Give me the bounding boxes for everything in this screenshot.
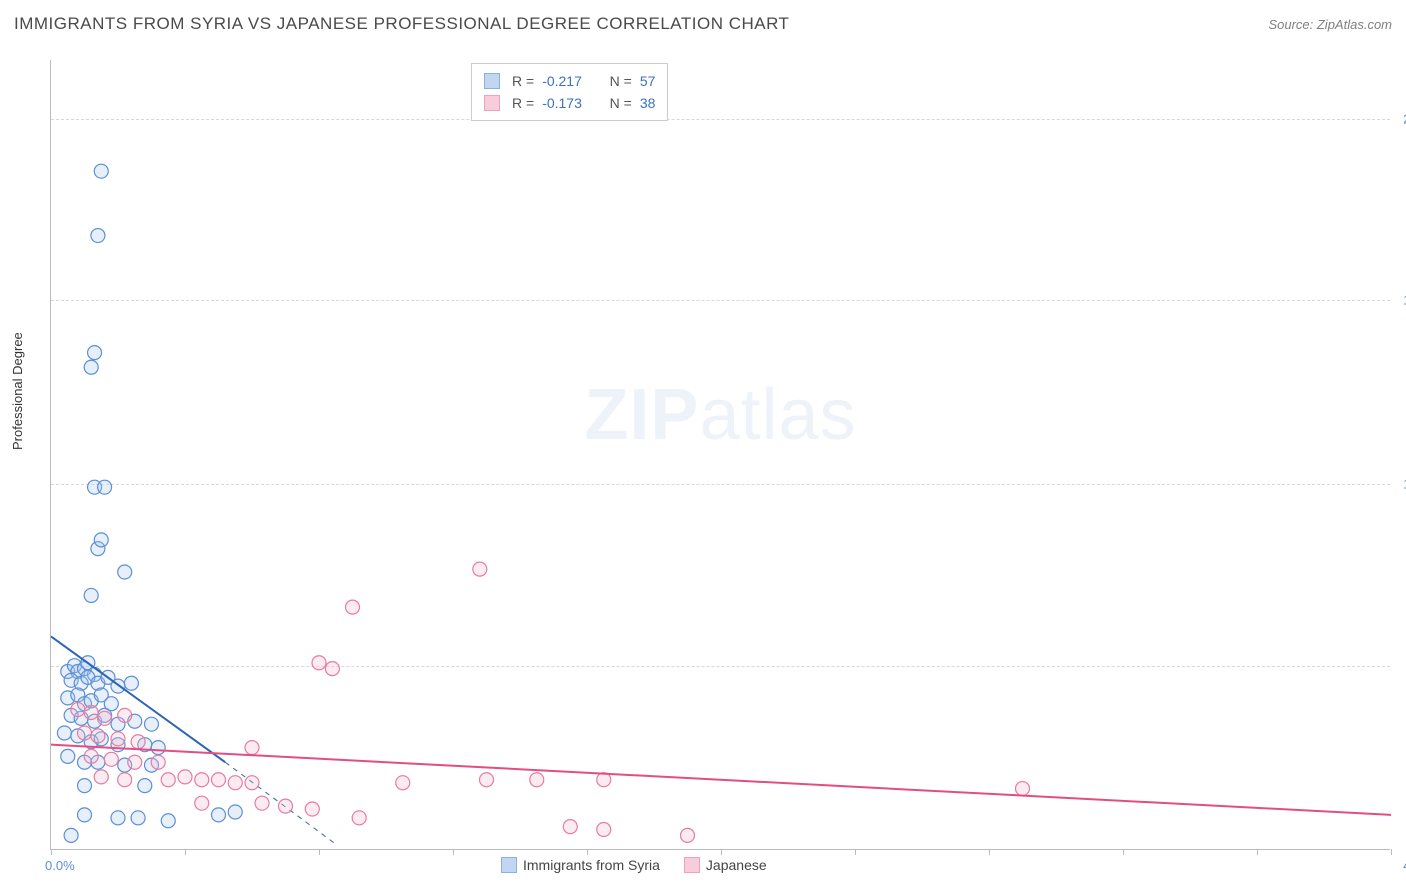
data-point <box>145 717 159 731</box>
data-point <box>530 773 544 787</box>
x-tick <box>587 849 588 855</box>
data-point <box>1016 782 1030 796</box>
data-point <box>212 773 226 787</box>
x-tick <box>1123 849 1124 855</box>
correlation-legend: R = -0.217 N = 57R = -0.173 N = 38 <box>471 63 668 121</box>
data-point <box>161 773 175 787</box>
data-point <box>64 828 78 842</box>
y-tick-label: 6.3% <box>1395 658 1406 673</box>
legend-row: R = -0.173 N = 38 <box>484 92 655 114</box>
legend-swatch <box>484 73 500 89</box>
data-point <box>195 773 209 787</box>
data-point <box>597 823 611 837</box>
data-point <box>118 773 132 787</box>
x-axis-min-label: 0.0% <box>45 858 75 873</box>
data-point <box>78 779 92 793</box>
data-point <box>195 796 209 810</box>
data-point <box>84 588 98 602</box>
data-point <box>124 676 138 690</box>
chart-title: IMMIGRANTS FROM SYRIA VS JAPANESE PROFES… <box>14 14 789 34</box>
data-point <box>138 779 152 793</box>
data-point <box>681 828 695 842</box>
data-point <box>151 741 165 755</box>
data-point <box>118 708 132 722</box>
x-tick <box>1257 849 1258 855</box>
data-point <box>228 776 242 790</box>
data-point <box>98 711 112 725</box>
data-point <box>245 776 259 790</box>
data-point <box>98 480 112 494</box>
scatter-chart: ZIPatlas 6.3%12.5%18.8%25.0% 0.0% 40.0% … <box>50 60 1390 850</box>
source-attribution: Source: ZipAtlas.com <box>1268 17 1392 32</box>
y-tick-label: 12.5% <box>1395 477 1406 492</box>
data-point <box>111 811 125 825</box>
data-point <box>480 773 494 787</box>
data-point <box>71 703 85 717</box>
x-tick <box>989 849 990 855</box>
data-point <box>279 799 293 813</box>
series-legend: Immigrants from Syria Japanese <box>501 857 767 873</box>
y-axis-label: Professional Degree <box>10 332 25 450</box>
data-point <box>94 533 108 547</box>
legend-swatch <box>484 95 500 111</box>
data-point <box>563 820 577 834</box>
data-point <box>88 346 102 360</box>
data-point <box>473 562 487 576</box>
legend-row: R = -0.217 N = 57 <box>484 70 655 92</box>
legend-swatch <box>684 857 700 873</box>
data-point <box>212 808 226 822</box>
data-point <box>78 726 92 740</box>
data-point <box>61 749 75 763</box>
legend-swatch <box>501 857 517 873</box>
data-point <box>396 776 410 790</box>
x-tick <box>1391 849 1392 855</box>
data-point <box>352 811 366 825</box>
data-point <box>161 814 175 828</box>
data-point <box>84 705 98 719</box>
data-point <box>111 732 125 746</box>
data-point <box>78 808 92 822</box>
data-point <box>305 802 319 816</box>
data-point <box>312 656 326 670</box>
data-point <box>178 770 192 784</box>
data-point <box>118 565 132 579</box>
data-point <box>128 755 142 769</box>
x-tick <box>185 849 186 855</box>
legend-item: Japanese <box>684 857 767 873</box>
x-tick <box>855 849 856 855</box>
data-point <box>255 796 269 810</box>
data-point <box>91 229 105 243</box>
x-tick <box>51 849 52 855</box>
data-point <box>94 164 108 178</box>
data-point <box>325 662 339 676</box>
data-point <box>245 741 259 755</box>
legend-item: Immigrants from Syria <box>501 857 660 873</box>
data-point <box>84 360 98 374</box>
data-point <box>131 735 145 749</box>
plot-svg <box>51 60 1390 849</box>
data-point <box>91 729 105 743</box>
data-point <box>104 752 118 766</box>
data-point <box>346 600 360 614</box>
data-point <box>228 805 242 819</box>
x-tick <box>721 849 722 855</box>
x-tick <box>319 849 320 855</box>
data-point <box>151 755 165 769</box>
data-point <box>57 726 71 740</box>
data-point <box>84 749 98 763</box>
y-tick-label: 18.8% <box>1395 292 1406 307</box>
x-tick <box>453 849 454 855</box>
data-point <box>131 811 145 825</box>
data-point <box>94 770 108 784</box>
y-tick-label: 25.0% <box>1395 111 1406 126</box>
